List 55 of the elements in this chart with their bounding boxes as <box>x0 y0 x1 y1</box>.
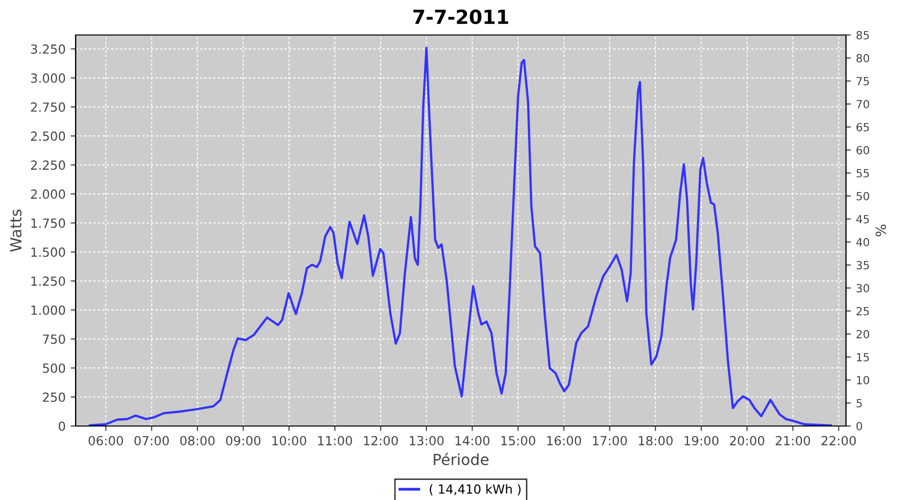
y2-tick-label: 10 <box>856 376 870 384</box>
x-tick-label: 22:00 <box>822 436 856 446</box>
y2-tick-label: 30 <box>856 284 870 292</box>
y-tick-label: 1.750 <box>31 218 66 228</box>
y2-tick-label: 80 <box>856 54 870 62</box>
y2-tick-label: 55 <box>856 169 869 178</box>
y-axis-title: Watts <box>10 210 22 252</box>
y2-tick-label: 65 <box>856 122 869 132</box>
y2-tick-label: 75 <box>856 77 869 86</box>
x-tick-label: 18:00 <box>638 436 673 446</box>
x-axis-title: Période <box>434 452 488 466</box>
x-tick-label: 21:00 <box>776 436 810 446</box>
x-tick-label: 07:00 <box>134 436 169 446</box>
y2-tick-label: 15 <box>856 353 869 362</box>
y-tick-label: 1.250 <box>31 276 66 286</box>
x-tick-label: 19:00 <box>684 436 718 446</box>
y-tick-label: 3.000 <box>31 73 66 83</box>
y2-tick-label: 0 <box>856 422 862 430</box>
y-tick-label: 1.000 <box>31 305 66 315</box>
x-tick-label: 16:00 <box>547 436 582 446</box>
y2-tick-label: 20 <box>856 330 870 338</box>
y2-tick-label: 45 <box>856 215 869 224</box>
line-series <box>88 46 832 426</box>
x-tick-label: 13:00 <box>410 436 444 446</box>
x-tick-label: 09:00 <box>226 436 260 446</box>
y2-tick-label: 40 <box>856 238 870 246</box>
chart-title: 7-7-2011 <box>413 9 508 24</box>
y-tick-label: 3.250 <box>31 44 66 54</box>
y2-axis-title: % <box>876 224 886 236</box>
x-tick-label: 11:00 <box>318 436 352 446</box>
y2-tick-label: 5 <box>856 399 862 408</box>
y2-tick-label: 70 <box>856 100 870 108</box>
x-tick-label: 17:00 <box>593 436 627 446</box>
x-tick-label: 10:00 <box>272 436 306 446</box>
y-tick-label: 2.500 <box>31 131 66 141</box>
y-tick-label: 500 <box>42 363 66 373</box>
y-tick-label: 0 <box>58 421 66 431</box>
legend-label: ( 14,410 kWh ) <box>430 484 521 496</box>
x-tick-label: 08:00 <box>180 436 215 446</box>
y-tick-label: 2.000 <box>31 189 66 199</box>
y-tick-label: 1.500 <box>31 247 66 257</box>
y2-tick-label: 85 <box>856 30 869 40</box>
y2-tick-label: 35 <box>856 260 869 270</box>
y-tick-label: 250 <box>42 392 66 402</box>
x-tick-label: 20:00 <box>730 436 764 446</box>
y2-tick-label: 25 <box>856 306 869 316</box>
y-tick-label: 750 <box>43 334 66 344</box>
x-tick-label: 15:00 <box>501 436 536 446</box>
y2-tick-label: 50 <box>856 192 870 200</box>
y2-tick-label: 60 <box>856 146 870 154</box>
y-tick-label: 2.750 <box>31 102 66 112</box>
y-tick-label: 2.250 <box>31 160 66 170</box>
x-tick-label: 12:00 <box>364 436 398 446</box>
x-tick-label: 06:00 <box>88 436 124 446</box>
x-tick-label: 14:00 <box>456 436 490 446</box>
